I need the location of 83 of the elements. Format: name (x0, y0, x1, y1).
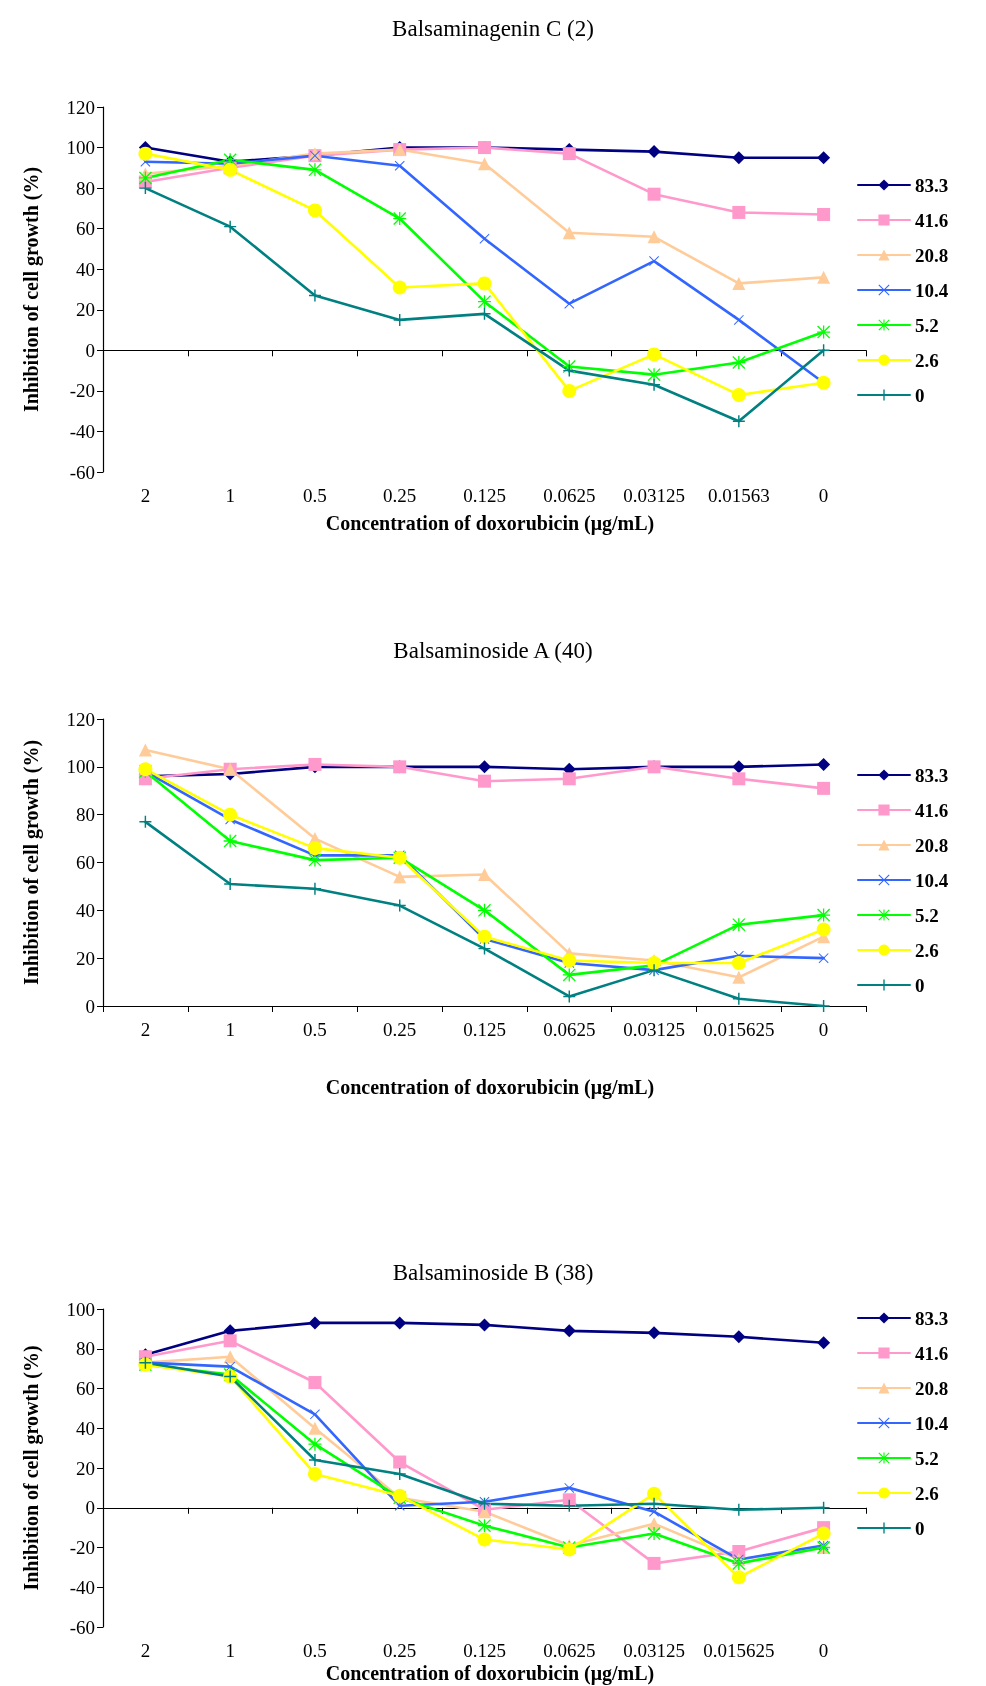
x-tick-label: 1 (225, 1019, 235, 1040)
legend-label: 0 (915, 384, 925, 406)
legend-label: 5.2 (915, 904, 939, 926)
x-tick-label: 0.125 (463, 1019, 506, 1040)
x-axis-title: Concentration of doxorubicin (μg/mL) (325, 512, 655, 535)
x-tick-label: 1 (225, 1640, 235, 1661)
x-tick-label: 0.5 (303, 1019, 327, 1040)
y-tick-label: -60 (69, 1616, 95, 1638)
y-tick-label: 60 (76, 218, 95, 240)
legend-label: 0 (915, 1517, 925, 1539)
x-tick-label: 1 (225, 485, 235, 506)
y-tick-label: 40 (76, 1417, 95, 1439)
y-tick-label: 60 (76, 1378, 95, 1399)
legend-label: 5.2 (915, 314, 939, 336)
y-tick-label: 100 (66, 1298, 95, 1320)
x-tick-label: 0 (818, 485, 829, 506)
x-tick-label: 0.25 (383, 1640, 417, 1661)
y-tick-label: 100 (66, 137, 95, 159)
legend-label: 20.8 (915, 1377, 949, 1399)
y-tick-label: 0 (85, 1497, 95, 1519)
y-axis-title: Inhibition of cell growth (%) (20, 166, 43, 413)
legend-label: 41.6 (915, 209, 949, 231)
x-axis-title: Concentration of doxorubicin (μg/mL) (325, 1076, 655, 1099)
y-axis-title: Inhibition of cell growth (%) (20, 1345, 43, 1591)
legend-label: 10.4 (915, 279, 949, 301)
x-tick-label: 0.125 (463, 485, 506, 506)
legend-label: 83.3 (915, 174, 949, 196)
y-tick-label: 80 (76, 177, 95, 199)
x-tick-label: 0.0625 (543, 1019, 596, 1040)
legend-label: 83.3 (915, 764, 949, 786)
x-tick-label: 0.03125 (623, 1640, 685, 1661)
x-tick-label: 0.125 (463, 1640, 506, 1661)
y-axis-title: Inhibition of cell growth (%) (20, 739, 43, 986)
y-tick-label: -40 (69, 1576, 95, 1598)
legend-label: 2.6 (915, 349, 939, 371)
legend-label: 10.4 (915, 1412, 949, 1434)
y-tick-label: 80 (76, 804, 95, 826)
x-tick-label: 0.015625 (703, 1019, 775, 1040)
legend-label: 0 (915, 974, 925, 996)
y-tick-label: 20 (76, 1457, 95, 1479)
legend-label: 20.8 (915, 834, 949, 856)
legend-label: 41.6 (915, 799, 949, 821)
x-tick-label: 0.25 (383, 1019, 417, 1040)
x-tick-label: 2 (140, 1019, 151, 1040)
chart-title: Balsaminoside B (38) (392, 1260, 594, 1285)
y-tick-label: 120 (66, 96, 95, 118)
y-tick-label: 80 (76, 1338, 95, 1360)
x-tick-label: 0.25 (383, 485, 417, 506)
x-tick-label: 0 (818, 1640, 829, 1661)
x-axis-title: Concentration of doxorubicin (μg/mL) (325, 1662, 655, 1685)
y-tick-label: 120 (66, 708, 95, 730)
x-tick-label: 0.01563 (707, 485, 770, 506)
x-tick-label: 0.0625 (543, 485, 596, 506)
y-tick-label: -20 (69, 1537, 95, 1558)
y-tick-label: -60 (69, 461, 95, 483)
y-tick-label: 20 (76, 299, 95, 321)
x-tick-label: 0.03125 (623, 1019, 685, 1040)
legend-label: 10.4 (915, 869, 949, 891)
chart-title: Balsaminagenin C (2) (392, 16, 594, 41)
y-tick-label: 0 (85, 995, 95, 1017)
y-tick-label: 0 (85, 339, 95, 361)
x-tick-label: 0.015625 (703, 1640, 775, 1661)
legend-label: 20.8 (915, 244, 949, 266)
y-tick-label: -20 (69, 380, 95, 402)
y-tick-label: 40 (76, 899, 95, 921)
legend-label: 2.6 (915, 939, 939, 961)
x-tick-label: 2 (140, 485, 151, 506)
legend-label: 5.2 (915, 1447, 939, 1469)
y-tick-label: 40 (76, 258, 95, 280)
x-tick-label: 0.5 (303, 485, 327, 506)
x-tick-label: 0 (818, 1019, 829, 1040)
chart-title: Balsaminoside A (40) (393, 638, 593, 663)
y-tick-label: 60 (76, 852, 95, 873)
legend-label: 41.6 (915, 1342, 949, 1364)
x-tick-label: 2 (140, 1640, 151, 1661)
y-tick-label: 20 (76, 947, 95, 969)
legend-label: 2.6 (915, 1482, 939, 1504)
legend-label: 83.3 (915, 1307, 949, 1329)
x-tick-label: 0.03125 (623, 485, 685, 506)
x-tick-label: 0.5 (303, 1640, 327, 1661)
y-tick-label: 100 (66, 756, 95, 778)
x-tick-label: 0.0625 (543, 1640, 596, 1661)
y-tick-label: -40 (69, 420, 95, 442)
